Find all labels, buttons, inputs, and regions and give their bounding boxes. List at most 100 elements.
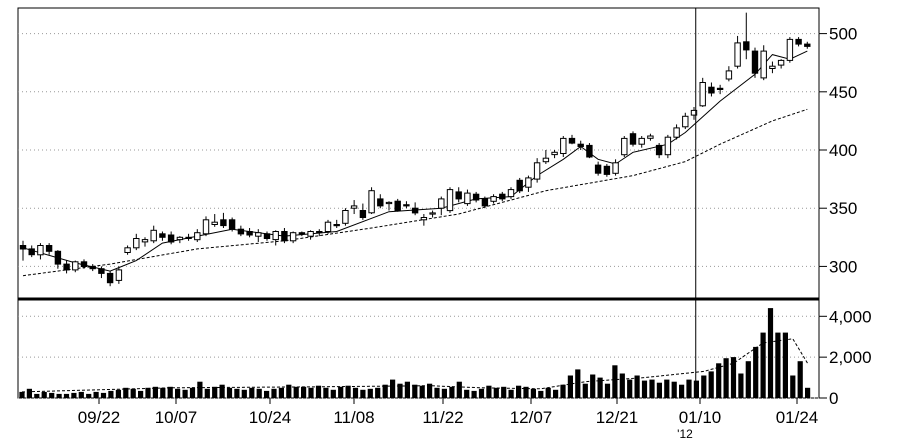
volume-bar: [449, 386, 455, 398]
volume-bar: [679, 384, 685, 398]
candle-body: [115, 269, 123, 281]
volume-bar: [86, 393, 92, 398]
candle-body: [289, 232, 297, 242]
candle-body: [202, 219, 210, 235]
volume-bar: [241, 389, 247, 398]
volume-bar: [782, 332, 788, 398]
volume-ma-line: [21, 338, 809, 393]
volume-bar: [805, 387, 811, 398]
volume-bar: [323, 387, 329, 398]
candle-body: [45, 245, 53, 252]
volume-bar: [100, 392, 107, 398]
volume-bar: [545, 387, 551, 398]
volume-bar: [115, 389, 121, 398]
candle-body: [516, 179, 523, 192]
volume-bar: [404, 381, 410, 398]
candle-body: [298, 232, 306, 235]
volume-bar: [160, 387, 166, 398]
volume-bar: [49, 392, 55, 398]
candle-body: [455, 191, 462, 200]
volume-bar: [278, 387, 284, 398]
volume-bar: [501, 386, 507, 398]
volume-bar: [753, 346, 759, 398]
volume-bar: [78, 391, 84, 398]
volume-bar: [493, 387, 499, 398]
volume-bar: [427, 383, 433, 398]
candle-body: [411, 207, 419, 214]
volume-bar: [582, 383, 588, 398]
candle-body: [350, 205, 358, 209]
volume-bar: [456, 381, 462, 398]
volume-bar: [464, 389, 470, 398]
candle-body: [769, 65, 776, 69]
volume-bar: [649, 379, 655, 398]
candle-body: [804, 43, 811, 47]
candle-body: [141, 239, 149, 243]
candle-body: [167, 234, 175, 243]
volume-bar: [71, 392, 77, 398]
volume-bar: [330, 389, 336, 398]
volume-bar: [390, 379, 396, 398]
volume-bar: [360, 389, 366, 398]
candle-body: [464, 192, 471, 205]
volume-bar: [189, 387, 196, 398]
candle-body: [359, 210, 367, 218]
candle-body: [150, 229, 157, 242]
volume-bar: [671, 381, 677, 398]
candle-body: [760, 50, 767, 79]
candle-body: [394, 200, 401, 211]
price-tick-label: 350: [829, 199, 857, 218]
candle-body: [272, 231, 279, 241]
volume-bar: [130, 388, 136, 398]
volume-bar: [516, 385, 522, 398]
candle-body: [228, 219, 236, 230]
candle-body: [211, 221, 218, 225]
volume-bar: [264, 390, 270, 398]
volume-bar: [686, 379, 692, 398]
volume-bar: [790, 375, 796, 398]
x-axis: 09/22 10/07 10/24 11/08 11/22 12/07 12/21 01/10…: [78, 398, 818, 441]
volume-bar: [590, 374, 596, 398]
volume-gridlines: [18, 315, 819, 399]
price-tick-label: 300: [829, 257, 857, 276]
candle-body: [716, 87, 724, 91]
candle-body: [708, 86, 715, 94]
volume-bar: [152, 386, 158, 398]
volume-bar: [486, 385, 492, 398]
candle-body: [324, 221, 332, 232]
volume-ma-path: [21, 338, 809, 393]
candlesticks: [19, 12, 811, 287]
volume-bar: [708, 371, 714, 398]
year-marker: '12: [677, 427, 693, 441]
volume-bar: [723, 358, 729, 398]
candle-body: [37, 245, 44, 256]
candle-body: [72, 261, 79, 271]
volume-bar: [345, 385, 351, 398]
volume-y-axis: 0 2,000 4,000: [819, 307, 872, 408]
candle-body: [568, 137, 576, 144]
volume-bar: [612, 365, 618, 398]
candle-body: [429, 212, 436, 215]
candle-body: [316, 231, 323, 234]
volume-tick-label: 2,000: [829, 348, 872, 367]
volume-bar: [34, 393, 40, 398]
volume-bars: [19, 308, 811, 398]
candle-body: [499, 193, 506, 200]
x-tick-label: 11/08: [333, 408, 374, 427]
price-panel-frame: [17, 7, 820, 300]
candle-body: [560, 137, 567, 154]
candle-body: [63, 263, 70, 271]
candle-body: [734, 42, 741, 67]
volume-bar: [716, 363, 722, 398]
volume-bar: [419, 385, 425, 398]
volume-bar: [441, 388, 447, 398]
volume-bar: [175, 388, 181, 398]
candle-body: [420, 217, 428, 221]
price-tick-label: 500: [829, 25, 857, 44]
volume-bar: [93, 391, 99, 398]
volume-bar: [249, 387, 255, 398]
volume-bar: [308, 387, 314, 398]
volume-bar: [627, 379, 633, 398]
volume-bar: [315, 385, 322, 398]
